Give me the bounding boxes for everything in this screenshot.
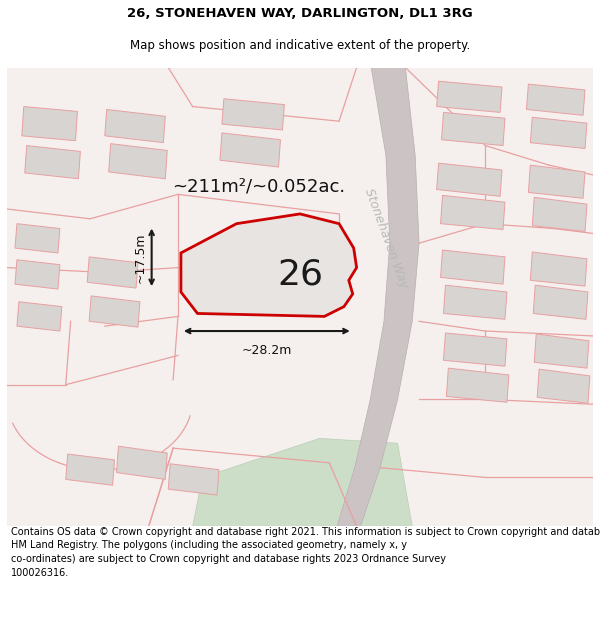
Polygon shape [537,369,590,403]
Text: ~17.5m: ~17.5m [134,232,147,282]
Polygon shape [116,446,167,479]
Polygon shape [440,196,505,229]
Polygon shape [443,333,507,366]
Polygon shape [442,112,505,146]
Polygon shape [530,118,587,149]
Polygon shape [222,99,284,130]
Polygon shape [17,302,62,331]
Polygon shape [66,454,115,485]
Text: 26, STONEHAVEN WAY, DARLINGTON, DL1 3RG: 26, STONEHAVEN WAY, DARLINGTON, DL1 3RG [127,7,473,20]
Polygon shape [89,296,140,327]
Polygon shape [533,285,588,319]
Polygon shape [193,438,412,526]
Polygon shape [443,285,507,319]
Polygon shape [440,250,505,284]
Polygon shape [530,252,587,286]
Text: Stonehaven Way: Stonehaven Way [362,187,410,290]
Text: ~28.2m: ~28.2m [242,344,292,357]
Polygon shape [7,68,593,526]
Polygon shape [181,214,356,316]
Text: ~211m²/~0.052ac.: ~211m²/~0.052ac. [172,177,346,196]
Polygon shape [337,68,419,526]
Polygon shape [25,146,80,179]
Polygon shape [220,133,280,167]
Polygon shape [22,106,77,141]
Text: 26: 26 [278,258,324,291]
Polygon shape [109,144,167,179]
Text: Map shows position and indicative extent of the property.: Map shows position and indicative extent… [130,39,470,52]
Polygon shape [437,81,502,112]
Polygon shape [526,84,585,116]
Polygon shape [105,109,166,142]
Polygon shape [532,198,587,231]
Polygon shape [534,334,589,368]
Text: Contains OS data © Crown copyright and database right 2021. This information is : Contains OS data © Crown copyright and d… [11,527,600,578]
Polygon shape [437,163,502,196]
Polygon shape [529,165,585,198]
Polygon shape [168,464,219,495]
Polygon shape [15,260,60,289]
Polygon shape [446,368,509,402]
Polygon shape [87,257,138,288]
Polygon shape [15,224,60,253]
